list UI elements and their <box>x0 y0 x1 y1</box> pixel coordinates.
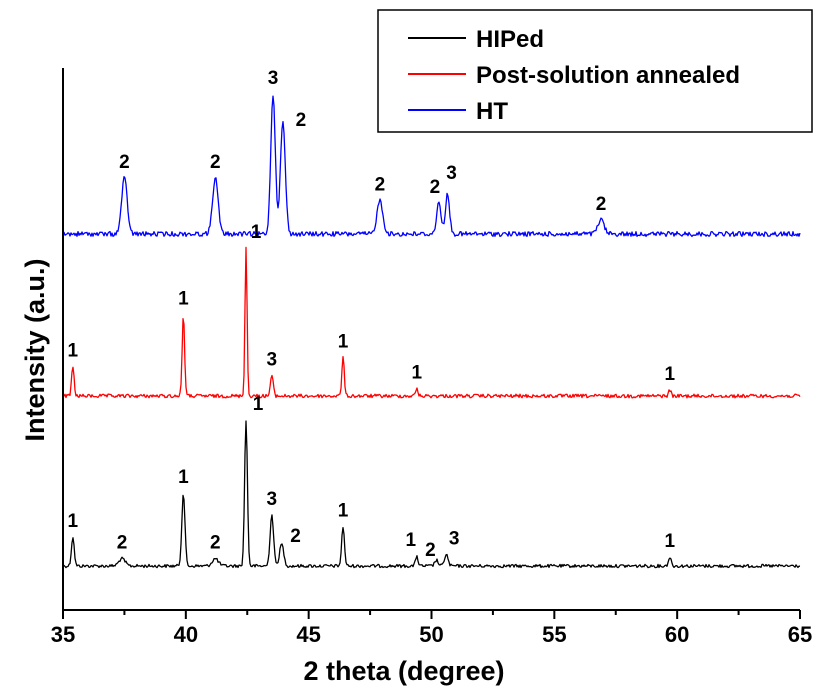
peak-label: 2 <box>296 110 307 131</box>
peak-label: 2 <box>596 194 607 215</box>
series-group <box>62 95 801 569</box>
series-line-post-solution-annealed <box>62 246 801 399</box>
x-ticks-group: 35 40 45 50 55 60 65 <box>51 610 812 647</box>
peak-label: 1 <box>412 363 423 384</box>
peak-label: 3 <box>446 163 457 184</box>
peak-label: 2 <box>117 533 128 554</box>
legend: HIPed Post-solution annealed HT <box>377 9 813 133</box>
x-tick-label: 45 <box>296 622 320 647</box>
peak-label: 1 <box>406 530 417 551</box>
peak-label: 1 <box>68 340 79 361</box>
peak-label: 1 <box>338 332 349 353</box>
peak-label: 1 <box>253 394 264 415</box>
y-axis-title: Intensity (a.u.) <box>20 258 50 441</box>
peak-label: 2 <box>210 533 221 554</box>
x-tick-label: 50 <box>419 622 443 647</box>
legend-label: Post-solution annealed <box>476 62 740 89</box>
peak-label: 2 <box>290 526 301 547</box>
legend-label: HT <box>476 98 508 125</box>
peak-label: 3 <box>267 489 278 510</box>
peak-label: 2 <box>425 540 436 561</box>
legend-label: HIPed <box>476 26 544 53</box>
axes-group <box>62 68 800 611</box>
peak-label: 1 <box>665 364 676 385</box>
series-line-ht <box>62 95 801 238</box>
peak-label: 1 <box>338 501 349 522</box>
peak-label: 2 <box>430 177 441 198</box>
x-tick-label: 35 <box>51 622 75 647</box>
legend-box <box>377 9 813 133</box>
peak-label: 1 <box>665 531 676 552</box>
peak-label: 3 <box>449 528 460 549</box>
x-tick-label: 60 <box>665 622 689 647</box>
x-tick-label: 65 <box>788 622 812 647</box>
peak-label: 3 <box>267 349 278 370</box>
peak-label: 2 <box>119 152 130 173</box>
series-line-hiped <box>62 420 801 569</box>
x-axis-title: 2 theta (degree) <box>303 656 504 686</box>
peak-label: 2 <box>375 174 386 195</box>
peak-label: 1 <box>68 511 79 532</box>
peak-label: 1 <box>251 222 262 243</box>
x-tick-label: 55 <box>542 622 566 647</box>
peak-label: 1 <box>178 467 189 488</box>
peak-label: 2 <box>210 152 221 173</box>
peak-label: 3 <box>268 68 279 89</box>
peak-label: 1 <box>178 289 189 310</box>
x-tick-label: 40 <box>174 622 198 647</box>
